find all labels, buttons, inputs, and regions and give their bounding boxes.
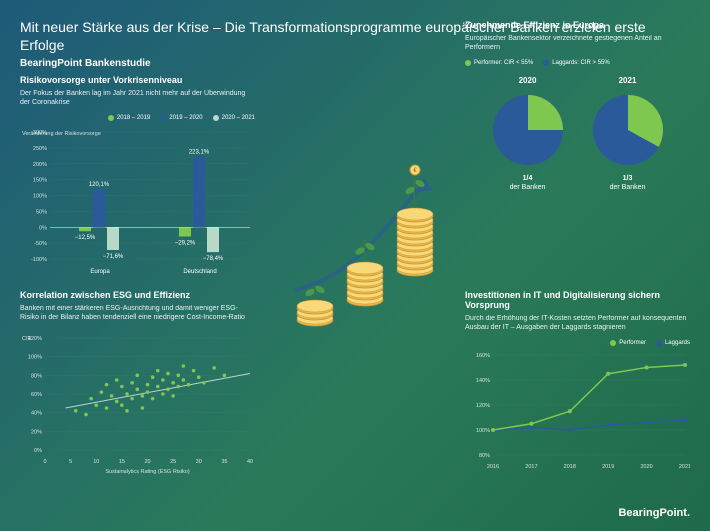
effizienz-legend: Performer: CIR < 55% Laggards: CIR > 55%	[465, 60, 690, 66]
risiko-title: Risikovorsorge unter Vorkrisenniveau	[20, 75, 255, 85]
svg-text:−29,2%: −29,2%	[175, 241, 196, 247]
svg-text:Sustainalytics Rating (ESG Ris: Sustainalytics Rating (ESG Risiko)	[105, 469, 190, 475]
svg-text:2018: 2018	[564, 464, 576, 470]
legend-label: 2019 – 2020	[169, 115, 202, 121]
svg-text:20%: 20%	[31, 430, 42, 436]
pie-caption: 1/3der Banken	[588, 175, 668, 192]
svg-text:120%: 120%	[476, 403, 490, 409]
legend-item: 2020 – 2021	[213, 115, 255, 121]
pie-container: 2020 1/4der Banken 2021 1/3der Banken	[465, 76, 690, 192]
svg-text:2020: 2020	[640, 464, 652, 470]
pie-caption: 1/4der Banken	[488, 175, 568, 192]
esg-desc: Banken mit einer stärkeren ESG-Ausrichtu…	[20, 304, 255, 322]
legend-dot	[465, 60, 471, 66]
svg-text:30: 30	[196, 459, 202, 465]
risiko-desc: Der Fokus der Banken lag im Jahr 2021 ni…	[20, 89, 255, 107]
it-chart: 80% 100% 120% 140% 160% 2016 2017 2018 2019 2020 2…	[465, 350, 690, 470]
svg-text:0%: 0%	[34, 448, 42, 454]
legend-item: Performer	[610, 340, 646, 346]
svg-text:223,1%: 223,1%	[189, 150, 210, 156]
svg-text:100%: 100%	[33, 194, 47, 200]
svg-text:120%: 120%	[28, 336, 42, 342]
svg-text:Europa: Europa	[90, 269, 110, 275]
it-legend: Performer Laggards	[465, 340, 690, 346]
legend-item: Laggards	[656, 340, 690, 346]
svg-text:−71,6%: −71,6%	[103, 254, 124, 260]
legend-label: Laggards: CIR > 55%	[552, 60, 610, 66]
svg-text:60%: 60%	[31, 392, 42, 398]
svg-text:140%: 140%	[476, 378, 490, 384]
legend-dot	[656, 340, 662, 346]
svg-text:300%: 300%	[33, 130, 47, 136]
legend-item: 2018 – 2019	[108, 115, 150, 121]
legend-item: 2019 – 2020	[160, 115, 202, 121]
effizienz-desc: Europäischer Bankensektor verzeichnete g…	[465, 34, 690, 52]
it-section: Investitionen in IT und Digitalisierung …	[465, 290, 690, 470]
legend-label: Performer	[619, 340, 646, 346]
brand-logo: BearingPoint	[618, 507, 690, 519]
effizienz-title: Zunehmende Effizienz in Europa	[465, 20, 690, 30]
pie-chart	[488, 90, 568, 170]
pie-year: 2021	[588, 76, 668, 85]
risiko-chart: Veränderung der Risikovorsorge-100%-50%0…	[20, 127, 255, 277]
svg-text:250%: 250%	[33, 146, 47, 152]
svg-text:10: 10	[93, 459, 99, 465]
svg-text:0: 0	[43, 459, 46, 465]
pie-block: 2020 1/4der Banken	[488, 76, 568, 192]
effizienz-section: Zunehmende Effizienz in Europa Europäisc…	[465, 20, 690, 192]
legend-label: 2018 – 2019	[117, 115, 150, 121]
svg-text:50%: 50%	[36, 210, 47, 216]
svg-text:-50%: -50%	[34, 241, 47, 247]
svg-text:-100%: -100%	[31, 257, 47, 263]
legend-dot	[213, 115, 219, 121]
it-desc: Durch die Erhöhung der IT-Kosten setzten…	[465, 314, 690, 332]
legend-label: 2020 – 2021	[222, 115, 255, 121]
legend-item: Performer: CIR < 55%	[465, 60, 533, 66]
legend-dot	[108, 115, 114, 121]
svg-text:100%: 100%	[476, 428, 490, 434]
svg-text:−12,5%: −12,5%	[75, 235, 96, 241]
svg-text:2016: 2016	[487, 464, 499, 470]
legend-item: Laggards: CIR > 55%	[543, 60, 610, 66]
legend-label: Laggards	[665, 340, 690, 346]
svg-text:2021: 2021	[679, 464, 690, 470]
svg-text:40%: 40%	[31, 411, 42, 417]
svg-text:100%: 100%	[28, 355, 42, 361]
svg-text:25: 25	[170, 459, 176, 465]
legend-dot	[543, 60, 549, 66]
esg-chart: CIR0%20%40%60%80%100%120%051015202530354…	[20, 330, 255, 475]
it-title: Investitionen in IT und Digitalisierung …	[465, 290, 690, 310]
esg-title: Korrelation zwischen ESG und Effizienz	[20, 290, 255, 300]
pie-chart	[588, 90, 668, 170]
svg-text:2017: 2017	[525, 464, 537, 470]
legend-dot	[160, 115, 166, 121]
svg-text:15: 15	[119, 459, 125, 465]
svg-text:0%: 0%	[39, 225, 47, 231]
esg-section: Korrelation zwischen ESG und Effizienz B…	[20, 290, 255, 475]
svg-text:5: 5	[69, 459, 72, 465]
svg-text:Deutschland: Deutschland	[183, 269, 216, 275]
legend-dot	[610, 340, 616, 346]
svg-text:2019: 2019	[602, 464, 614, 470]
svg-text:−78,4%: −78,4%	[203, 256, 224, 262]
svg-text:160%: 160%	[476, 353, 490, 359]
legend-label: Performer: CIR < 55%	[474, 60, 533, 66]
svg-text:120,1%: 120,1%	[89, 182, 110, 188]
risiko-legend: 2018 – 2019 2019 – 2020 2020 – 2021	[20, 115, 255, 121]
svg-text:150%: 150%	[33, 178, 47, 184]
svg-text:80%: 80%	[479, 453, 490, 459]
risiko-section: Risikovorsorge unter Vorkrisenniveau Der…	[20, 75, 255, 277]
coins-illustration: €	[275, 150, 455, 330]
pie-year: 2020	[488, 76, 568, 85]
pie-block: 2021 1/3der Banken	[588, 76, 668, 192]
svg-text:40: 40	[247, 459, 253, 465]
svg-text:80%: 80%	[31, 374, 42, 380]
svg-text:200%: 200%	[33, 162, 47, 168]
svg-text:20: 20	[144, 459, 150, 465]
svg-text:35: 35	[221, 459, 227, 465]
